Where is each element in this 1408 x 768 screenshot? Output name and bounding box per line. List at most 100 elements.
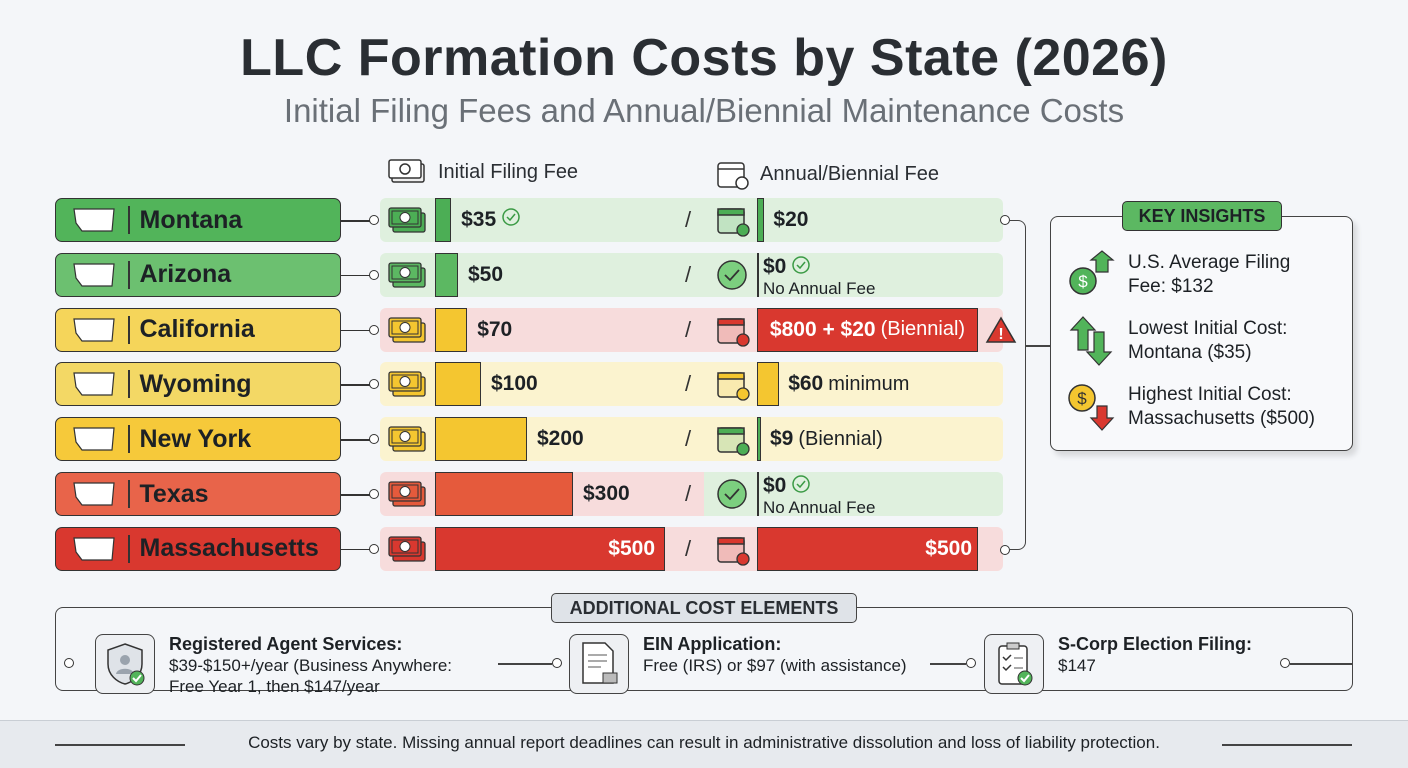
key-insights-heading: KEY INSIGHTS xyxy=(1122,201,1282,231)
initial-fee-label: $300 xyxy=(583,482,630,505)
check-icon xyxy=(791,474,811,498)
separator-slash: / xyxy=(685,261,692,287)
annual-fee-bar xyxy=(757,472,759,516)
cost-detail: Free Year 1, then $147/year xyxy=(169,677,380,696)
money-icon xyxy=(388,534,428,569)
divider xyxy=(128,480,130,508)
divider xyxy=(128,534,130,563)
annual-fee-bar xyxy=(757,307,978,352)
separator-slash: / xyxy=(685,207,692,232)
connector-dot xyxy=(369,543,379,554)
calendar-icon xyxy=(716,533,752,572)
initial-fee-label: $500 xyxy=(608,536,655,560)
legend-initial-label: Initial Filing Fee xyxy=(438,160,579,183)
separator-slash: / xyxy=(685,481,692,506)
annual-fee-label: $0 No Annual Fee xyxy=(763,254,876,298)
connector-line xyxy=(498,663,552,665)
state-pill-new-york: New York xyxy=(55,417,341,462)
state-name: Montana xyxy=(139,205,243,234)
divider xyxy=(128,260,130,289)
bracket-dot-bottom xyxy=(1000,545,1010,555)
money-icon xyxy=(388,369,428,404)
legend-annual: Annual/Biennial Fee xyxy=(716,158,939,190)
svg-text:!: ! xyxy=(998,326,1003,343)
connector-line xyxy=(341,548,371,551)
calendar-icon xyxy=(716,368,752,407)
annual-fee-bar xyxy=(757,198,765,242)
state-pill-california: California xyxy=(55,307,341,352)
connector-dot xyxy=(369,269,379,280)
cost-title: S-Corp Election Filing: xyxy=(1058,634,1252,654)
state-pill-wyoming: Wyoming xyxy=(55,362,341,407)
cost-detail: Free (IRS) or $97 (with assistance) xyxy=(643,656,907,675)
money-icon xyxy=(388,260,428,295)
calendar-icon xyxy=(716,314,752,353)
connector-line xyxy=(341,274,371,277)
annual-fee-label: $0 No Annual Fee xyxy=(763,474,876,517)
state-map-icon xyxy=(64,259,124,291)
page-subtitle: Initial Filing Fees and Annual/Biennial … xyxy=(283,92,1125,129)
state-name: Texas xyxy=(139,479,209,508)
footer-rule xyxy=(1222,744,1352,746)
insight-average: U.S. Average Filing Fee: $132 xyxy=(1128,252,1291,297)
state-map-icon xyxy=(64,204,124,236)
annual-fee-bar xyxy=(757,362,780,407)
document-stamp-icon xyxy=(569,634,629,694)
connector-dot xyxy=(369,324,379,335)
separator-slash: / xyxy=(685,316,692,342)
connector-line xyxy=(930,663,966,665)
money-icon xyxy=(388,159,425,183)
state-map-icon xyxy=(64,423,124,455)
clipboard-check-icon xyxy=(984,634,1044,694)
state-pill-arizona: Arizona xyxy=(55,252,341,297)
calendar-icon xyxy=(716,204,752,243)
svg-text:$: $ xyxy=(1078,272,1088,291)
connector-line xyxy=(341,220,371,222)
initial-fee-label: $100 xyxy=(491,372,538,396)
separator-slash: / xyxy=(685,371,692,397)
footer-note: Costs vary by state. Missing annual repo… xyxy=(248,733,1160,752)
connector-line xyxy=(341,439,371,441)
connector-dot xyxy=(369,215,379,225)
check-icon xyxy=(791,255,811,279)
connector-dot xyxy=(552,658,562,668)
check-circle-icon xyxy=(716,478,748,515)
state-map-icon xyxy=(64,314,124,346)
page-title: LLC Formation Costs by State (2026) xyxy=(240,29,1168,87)
shield-user-icon xyxy=(95,634,155,694)
footer-band xyxy=(0,720,1408,768)
insight-lowest: Lowest Initial Cost: Montana ($35) xyxy=(1128,318,1288,363)
cost-title: EIN Application: xyxy=(643,634,782,654)
state-pill-montana: Montana xyxy=(55,198,341,242)
footer-rule xyxy=(55,744,185,746)
connector-dot xyxy=(369,379,379,390)
initial-fee-bar xyxy=(435,417,527,462)
state-map-icon xyxy=(64,478,124,510)
row-background xyxy=(380,362,1003,407)
calendar-icon xyxy=(716,423,752,462)
state-map-icon xyxy=(64,368,124,400)
dollar-up-icon: $ xyxy=(1069,250,1115,295)
row-background xyxy=(380,252,1003,297)
dollar-down-icon: $ xyxy=(1068,384,1115,431)
additional-costs-heading: ADDITIONAL COST ELEMENTS xyxy=(551,593,857,623)
money-icon xyxy=(388,205,428,240)
connector-line xyxy=(341,329,371,332)
annual-fee-bar xyxy=(757,252,759,297)
check-circle-icon xyxy=(716,259,748,296)
up-down-arrows-icon xyxy=(1069,316,1113,366)
bracket-dot-top xyxy=(1000,215,1010,225)
cost-registered-agent: Registered Agent Services: $39-$150+/year… xyxy=(95,634,452,697)
annual-fee-label: $9 (Biennial) xyxy=(770,427,883,451)
initial-fee-bar xyxy=(435,362,481,407)
cost-detail: $39-$150+/year (Business Anywhere: xyxy=(169,656,453,675)
money-icon xyxy=(388,424,428,459)
cost-ein: EIN Application: Free (IRS) or $97 (with … xyxy=(569,634,907,694)
annual-fee-label: $800 + $20 (Biennial) xyxy=(769,317,966,341)
money-icon xyxy=(388,315,428,350)
separator-slash: / xyxy=(685,535,692,561)
check-icon xyxy=(501,207,521,233)
connector-dot xyxy=(64,658,74,668)
bracket-line xyxy=(1010,220,1026,550)
money-icon xyxy=(388,479,428,514)
